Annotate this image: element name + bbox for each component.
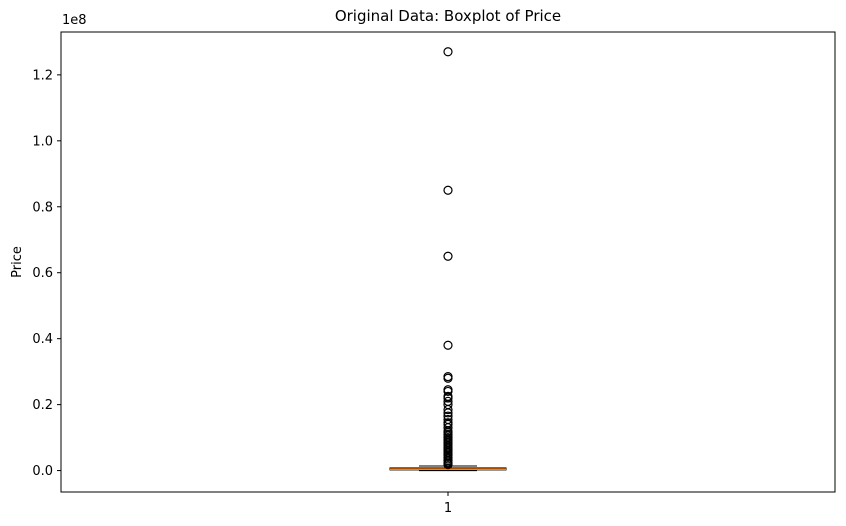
y-tick-label: 1.0: [32, 134, 53, 149]
outlier-point: [443, 47, 453, 57]
outlier-point: [443, 460, 453, 470]
x-axis: 1: [444, 492, 452, 516]
y-tick-label: 0.2: [32, 398, 53, 413]
axes-frame: [60, 31, 836, 493]
outlier-point: [443, 404, 453, 415]
y-tick-label: 0.0: [32, 464, 53, 479]
y-tick-label: 1.2: [32, 68, 53, 83]
outlier-point: [443, 185, 453, 195]
outlier-point: [443, 251, 453, 261]
y-tick-label: 0.4: [32, 332, 53, 347]
y-axis: 0.0 0.2 0.4 0.6 0.8 1.0 1.2: [32, 68, 61, 479]
outlier-point: [443, 340, 453, 350]
chart-title: Original Data: Boxplot of Price: [335, 7, 561, 25]
outlier-point: [443, 408, 453, 418]
outlier-point: [443, 386, 453, 397]
y-tick-label: 0.8: [32, 200, 53, 215]
y-axis-scale-label: 1e8: [62, 13, 87, 28]
x-tick-label: 1: [444, 501, 452, 516]
outlier-point: [443, 373, 453, 383]
y-tick-label: 0.6: [32, 266, 53, 281]
boxes: [389, 465, 507, 472]
outlier-point: [443, 393, 453, 403]
outliers: [443, 47, 453, 470]
y-axis-label: Price: [10, 246, 25, 278]
